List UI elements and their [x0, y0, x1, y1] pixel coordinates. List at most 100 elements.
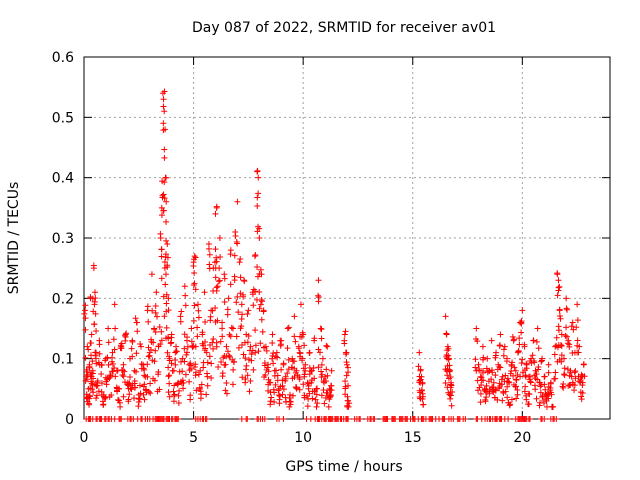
data-point	[152, 328, 159, 335]
data-point	[92, 295, 99, 302]
data-point	[240, 293, 247, 300]
data-point	[84, 343, 91, 350]
data-point	[275, 387, 282, 394]
data-point	[161, 179, 168, 186]
data-point	[515, 348, 522, 355]
data-point	[285, 324, 292, 331]
data-point	[418, 387, 425, 394]
data-point	[535, 345, 542, 352]
data-point	[268, 394, 275, 401]
data-point	[150, 339, 157, 346]
data-point	[323, 342, 330, 349]
data-point	[203, 391, 210, 398]
data-point	[551, 351, 558, 358]
y-tick-label: 0.2	[52, 291, 74, 307]
data-point	[318, 326, 325, 333]
data-point	[306, 371, 313, 378]
data-point	[160, 293, 167, 300]
data-point	[560, 355, 567, 362]
data-point	[203, 349, 210, 356]
data-point	[301, 342, 308, 349]
data-point	[96, 341, 103, 348]
data-point	[158, 337, 165, 344]
data-point	[172, 356, 179, 363]
data-point	[273, 367, 280, 374]
data-point	[223, 390, 230, 397]
data-point	[555, 284, 562, 291]
data-point	[344, 361, 350, 368]
data-point	[296, 386, 303, 393]
data-point	[105, 325, 112, 332]
data-point	[93, 395, 100, 402]
data-point	[94, 378, 101, 385]
data-point	[244, 339, 251, 346]
data-point	[518, 329, 525, 336]
data-point	[492, 372, 499, 379]
data-point	[473, 325, 480, 332]
data-point	[490, 379, 497, 386]
data-point	[217, 338, 224, 345]
data-point	[198, 381, 205, 388]
data-point	[568, 373, 575, 380]
data-point	[248, 357, 255, 364]
data-point	[574, 337, 581, 344]
data-point	[321, 377, 328, 384]
data-point	[231, 273, 238, 280]
data-point	[216, 265, 223, 272]
data-point	[501, 343, 508, 350]
data-point	[552, 375, 559, 382]
data-point	[133, 368, 140, 375]
data-point	[89, 386, 96, 393]
data-point	[286, 403, 293, 410]
data-point	[345, 369, 352, 376]
data-point	[190, 317, 197, 324]
data-point	[115, 385, 122, 392]
data-point	[492, 352, 499, 359]
data-point	[208, 374, 215, 381]
data-point	[106, 375, 113, 382]
data-point	[480, 356, 486, 363]
data-point	[568, 323, 575, 330]
x-tick-label: 0	[80, 430, 89, 446]
data-point	[446, 362, 453, 369]
data-point	[182, 371, 189, 378]
data-point	[274, 354, 281, 361]
data-point	[177, 318, 184, 325]
data-point	[533, 338, 540, 345]
data-point	[555, 277, 562, 284]
data-point	[176, 387, 183, 394]
data-point	[308, 379, 315, 386]
data-point	[541, 381, 548, 388]
data-point	[504, 394, 511, 401]
data-point	[165, 389, 172, 396]
data-point	[575, 349, 582, 356]
data-point	[239, 311, 246, 318]
data-point	[147, 390, 154, 397]
data-point	[144, 303, 151, 310]
data-point	[91, 301, 98, 308]
data-point	[292, 369, 299, 376]
data-point	[175, 399, 182, 406]
data-point	[126, 373, 133, 380]
data-point	[235, 309, 242, 316]
data-point	[255, 174, 262, 181]
data-point	[186, 378, 193, 385]
data-point	[509, 359, 516, 366]
data-point	[306, 390, 313, 397]
data-point	[497, 364, 504, 371]
data-point	[277, 341, 284, 348]
data-point	[554, 270, 561, 277]
data-point	[504, 383, 511, 390]
data-point	[558, 358, 565, 365]
data-point	[279, 382, 286, 389]
data-point	[126, 391, 133, 398]
data-point	[133, 350, 140, 357]
data-point	[182, 302, 189, 309]
data-point	[136, 395, 143, 402]
data-point	[245, 332, 252, 339]
data-point	[238, 301, 245, 308]
data-point	[342, 378, 349, 385]
data-point	[111, 364, 118, 371]
data-point	[280, 416, 287, 422]
data-point	[257, 340, 264, 347]
